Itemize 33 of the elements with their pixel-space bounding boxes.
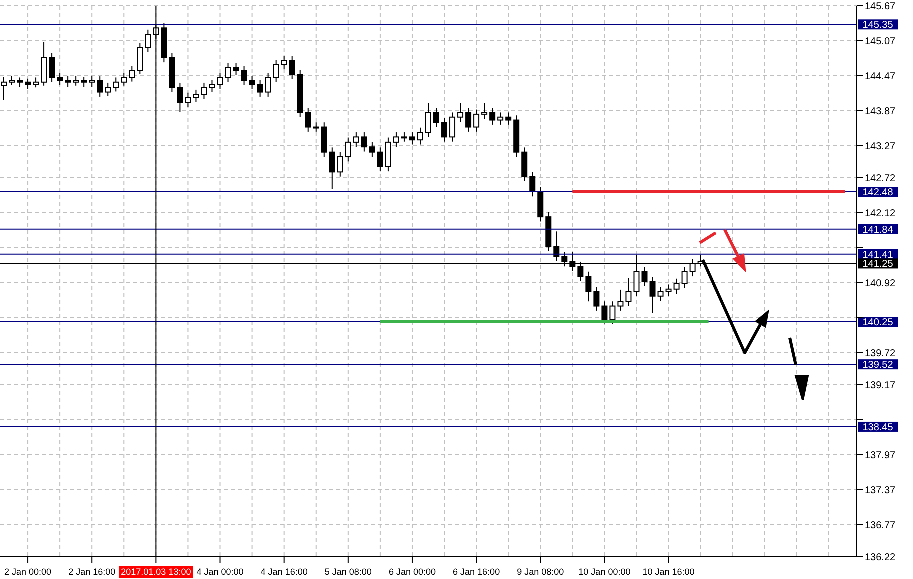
x-tick-label: 6 Jan 00:00 <box>388 567 436 577</box>
x-tick-label: 2 Jan 16:00 <box>68 567 116 577</box>
y-tick-label: 139.72 <box>865 348 896 360</box>
x-tick-label: 4 Jan 00:00 <box>196 567 244 577</box>
ref-line-label: 141.84 <box>862 224 894 236</box>
x-tick-label: 4 Jan 16:00 <box>260 567 308 577</box>
y-tick-label: 137.97 <box>865 450 896 462</box>
y-tick-label: 145.07 <box>865 36 896 48</box>
ref-line-label: 141.25 <box>862 259 894 270</box>
x-tick-label: 10 Jan 16:00 <box>642 567 695 577</box>
x-tick-label: 5 Jan 08:00 <box>324 567 372 577</box>
y-tick-label: 144.47 <box>865 72 896 83</box>
ref-line-label: 145.35 <box>862 20 894 32</box>
y-tick-label: 142.12 <box>865 208 896 220</box>
ref-line-label: 139.52 <box>862 360 894 372</box>
y-tick-label: 140.92 <box>865 278 896 290</box>
ref-line-label: 141.41 <box>862 250 894 261</box>
y-tick-label: 143.27 <box>865 141 896 152</box>
x-tick-label: 6 Jan 16:00 <box>453 567 500 577</box>
y-tick-label: 143.87 <box>865 106 896 118</box>
x-tick-label: 10 Jan 00:00 <box>578 567 631 577</box>
ref-line-label: 138.45 <box>862 422 894 434</box>
ref-line-label: 140.25 <box>862 318 894 329</box>
x-tick-label: 9 Jan 08:00 <box>517 567 564 577</box>
x-tick-label: 2017.01.03 13:00 <box>121 567 192 577</box>
ref-line-label: 142.48 <box>862 188 894 198</box>
y-tick-label: 139.17 <box>865 380 896 392</box>
y-tick-label: 137.37 <box>865 485 896 496</box>
y-tick-label: 136.22 <box>865 552 896 564</box>
y-tick-label: 142.72 <box>865 174 896 185</box>
y-tick-label: 145.67 <box>865 2 896 13</box>
y-tick-label: 136.77 <box>865 520 896 532</box>
x-tick-label: 2 Jan 00:00 <box>4 567 52 577</box>
